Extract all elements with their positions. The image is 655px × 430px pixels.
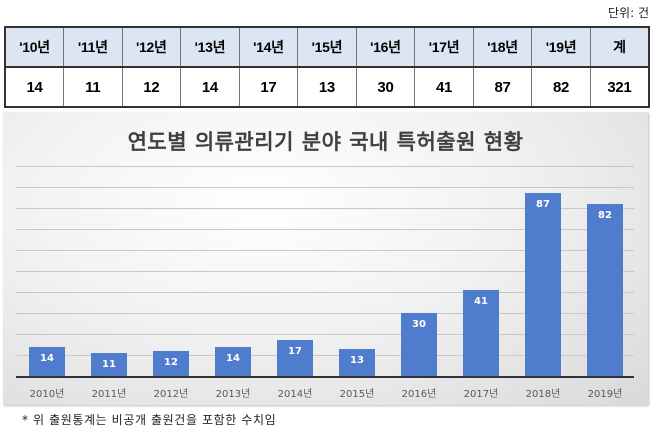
table-header-cell: '17년 <box>414 26 474 68</box>
bar: 11 <box>91 352 127 376</box>
table-cell-total: 321 <box>589 66 650 108</box>
bar: 82 <box>587 203 623 376</box>
bar: 13 <box>339 348 375 376</box>
bar: 14 <box>215 346 251 376</box>
bar-data-label: 13 <box>350 354 364 366</box>
table-header-cell: '18년 <box>472 26 533 68</box>
table-header-cell: '12년 <box>121 26 182 68</box>
bar-data-label: 87 <box>536 199 550 211</box>
table-cell: 12 <box>121 66 182 108</box>
x-tick-label: 2019년 <box>587 389 623 400</box>
table-header-cell: '16년 <box>355 26 416 68</box>
unit-label: 단위: 건 <box>608 6 649 20</box>
table-header-cell: '11년 <box>63 26 123 68</box>
gridline <box>16 334 634 335</box>
bar: 17 <box>277 340 313 376</box>
x-axis-line <box>16 376 634 378</box>
bar-chart: 연도별 의류관리기 분야 국내 특허출원 현황 14 2010년 11 2011년 12… <box>3 112 648 405</box>
x-tick-label: 2011년 <box>91 389 127 400</box>
x-tick-label: 2015년 <box>339 389 375 400</box>
bar-data-label: 12 <box>164 356 178 368</box>
stats-table: '10년 '11년 '12년 '13년 '14년 '15년 '16년 '17년 … <box>4 26 650 108</box>
x-tick-label: 2017년 <box>463 389 499 400</box>
gridline <box>16 166 634 167</box>
bar: 87 <box>525 193 561 376</box>
bar-data-label: 14 <box>226 352 240 364</box>
table-cell: 14 <box>180 66 240 108</box>
gridline <box>16 229 634 230</box>
bar-data-label: 30 <box>412 319 426 330</box>
x-tick-label: 2013년 <box>215 389 251 400</box>
bar: 14 <box>29 346 65 376</box>
table-cell: 11 <box>63 66 123 108</box>
table-cell: 41 <box>414 66 474 108</box>
bar: 30 <box>401 313 437 376</box>
x-tick-label: 2016년 <box>401 389 437 400</box>
bar: 41 <box>463 289 499 376</box>
table-header-cell: '14년 <box>238 26 299 68</box>
bar-data-label: 11 <box>102 358 116 370</box>
bar: 12 <box>153 350 189 376</box>
x-tick-label: 2014년 <box>277 389 313 400</box>
table-row: 14 11 12 14 17 13 30 41 87 82 321 <box>4 66 650 108</box>
table-header-cell: '19년 <box>531 26 591 68</box>
table-header-cell: '15년 <box>297 26 357 68</box>
table-cell: 30 <box>355 66 416 108</box>
gridline <box>16 250 634 251</box>
chart-title: 연도별 의류관리기 분야 국내 특허출원 현황 <box>127 130 524 154</box>
gridline <box>16 313 634 314</box>
table-cell: 14 <box>4 66 65 108</box>
table-header-row: '10년 '11년 '12년 '13년 '14년 '15년 '16년 '17년 … <box>4 26 650 68</box>
gridline <box>16 187 634 188</box>
table-cell: 82 <box>531 66 591 108</box>
x-tick-label: 2010년 <box>29 389 65 400</box>
table-cell: 87 <box>472 66 533 108</box>
bar-data-label: 17 <box>288 346 302 358</box>
table-header-cell-total: 계 <box>589 26 650 68</box>
gridline <box>16 208 634 209</box>
table-header-cell: '10년 <box>4 26 65 68</box>
footnote: * 위 출원통계는 비공개 출원건을 포함한 수치임 <box>22 413 277 427</box>
bar-data-label: 82 <box>598 209 612 221</box>
table-header-cell: '13년 <box>180 26 240 68</box>
bar-data-label: 14 <box>40 352 54 364</box>
table-cell: 17 <box>238 66 299 108</box>
x-tick-label: 2012년 <box>153 389 189 400</box>
gridline <box>16 271 634 272</box>
gridline <box>16 292 634 293</box>
table-cell: 13 <box>297 66 357 108</box>
gridline <box>16 355 634 356</box>
bar-data-label: 41 <box>474 295 488 307</box>
x-tick-label: 2018년 <box>525 389 561 400</box>
